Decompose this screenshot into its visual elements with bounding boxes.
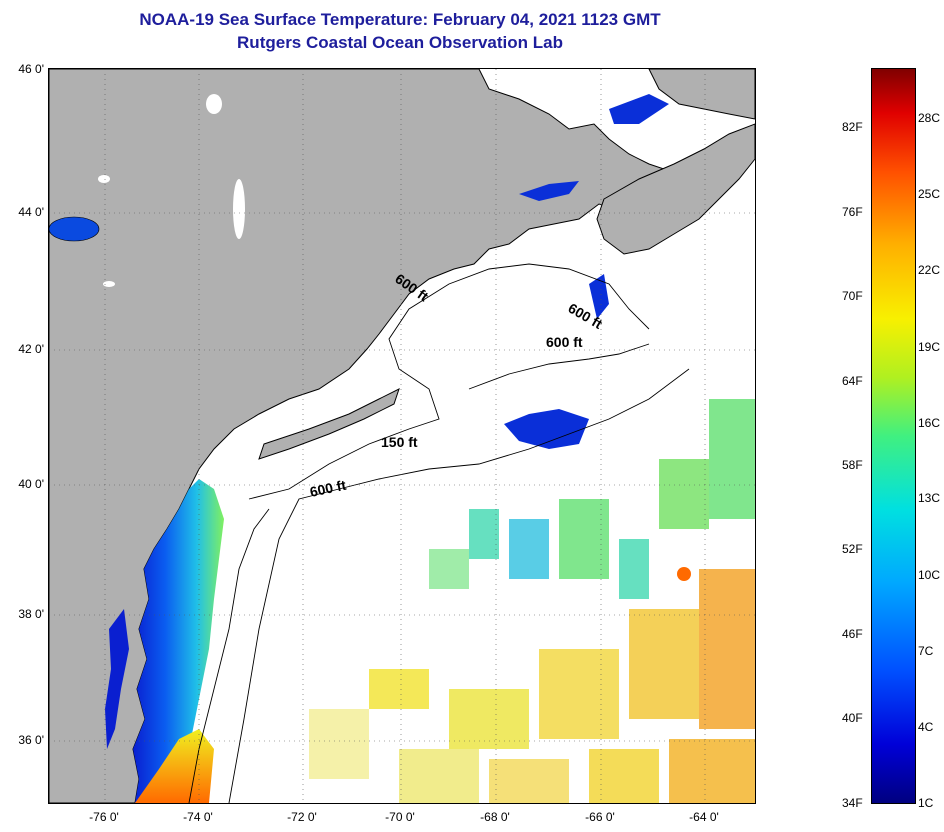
colorbar-label-1C: 1C [918,796,934,810]
lon-label-70: -70 0' [385,810,415,824]
depth-label-600ft-shelf: 600 ft [308,477,347,500]
lat-label-44: 44 0' [18,205,44,219]
lon-label-74: -74 0' [183,810,213,824]
land-nova-scotia [596,123,755,255]
lake-spot-2 [98,175,110,183]
coastal-water [133,479,224,803]
lat-label-36: 36 0' [18,733,44,747]
colorbar-label-58F: 58F [842,458,863,472]
warm-corner [135,729,214,803]
lake-spot-1 [206,94,222,114]
colorbar-label-64F: 64F [842,374,863,388]
map-subtitle: Rutgers Coastal Ocean Observation Lab [237,33,563,52]
lake-champlain [233,179,245,239]
colorbar-label-16C: 16C [918,416,941,430]
lat-label-38: 38 0' [18,607,44,621]
land-canada-east [648,69,755,120]
colorbar-label-82F: 82F [842,120,863,134]
lake-ontario [49,216,100,242]
offshore-sst-patches [309,399,755,803]
lon-label-66: -66 0' [585,810,615,824]
lon-label-72: -72 0' [287,810,317,824]
land-mass [49,69,675,803]
colorbar-label-25C: 25C [918,187,941,201]
lon-label-64: -64 0' [689,810,719,824]
cold-spot-east [589,274,609,319]
lat-label-46: 46 0' [18,62,44,76]
depth-label-150ft: 150 ft [381,434,418,450]
colorbar-label-10C: 10C [918,568,941,582]
colorbar-label-22C: 22C [918,263,941,277]
colorbar-label-76F: 76F [842,205,863,219]
chesapeake-bay [105,609,129,749]
sst-map-canvas: 600 ft 600 ft 600 ft 150 ft 600 ft [49,69,755,803]
cold-spot-bay-of-fundy [609,94,669,124]
lake-spot-3 [103,281,115,287]
colorbar-label-13C: 13C [918,491,941,505]
cold-spot-shelf [519,181,579,201]
lon-label-76: -76 0' [89,810,119,824]
colorbar-label-40F: 40F [842,711,863,725]
colorbar-label-52F: 52F [842,542,863,556]
sst-map: 600 ft 600 ft 600 ft 150 ft 600 ft [48,68,756,804]
lat-label-40: 40 0' [18,477,44,491]
lat-label-42: 42 0' [18,342,44,356]
land-long-island [258,388,400,460]
colorbar-label-7C: 7C [918,644,934,658]
colorbar-label-46F: 46F [842,627,863,641]
colorbar-label-34F: 34F [842,796,863,810]
cold-spot-georges [504,409,589,449]
colorbar-label-70F: 70F [842,289,863,303]
colorbar-label-28C: 28C [918,111,941,125]
colorbar-label-19C: 19C [918,340,941,354]
map-title: NOAA-19 Sea Surface Temperature: Februar… [139,10,661,29]
depth-label-600ft-channel: 600 ft [546,334,583,350]
lon-label-68: -68 0' [480,810,510,824]
colorbar-label-4C: 4C [918,720,934,734]
depth-contours [188,263,690,803]
temperature-colorbar [871,68,916,804]
